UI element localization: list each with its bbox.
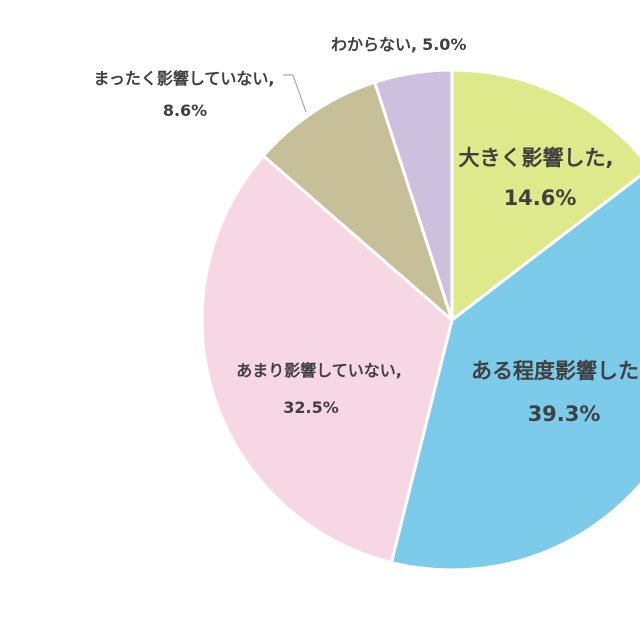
slice-label-not-much-affected: あまり影響していない, (236, 361, 402, 380)
slice-label-greatly-affected: 大きく影響した, (459, 146, 614, 170)
slice-value-not-much-affected: 32.5% (283, 398, 339, 417)
pie-slices (200, 68, 640, 572)
pie-slice-somewhat-affected (389, 174, 640, 572)
pie-slice-not-much-affected (200, 154, 454, 565)
slice-label-somewhat-affected: ある程度影響した (471, 359, 639, 383)
slice-label-not-at-all-affected: まったく影響していない, (94, 69, 275, 88)
pie-slice-not-at-all-affected (261, 80, 454, 322)
slice-label-dont-know: わからない, (331, 35, 417, 54)
pie-slice-greatly-affected (450, 68, 640, 322)
slice-value-greatly-affected: 14.6% (504, 186, 577, 210)
pie-slice-dont-know (373, 68, 454, 322)
leader-line (283, 74, 307, 113)
slice-value-dont-know: 5.0% (422, 35, 466, 54)
slice-value-somewhat-affected: 39.3% (528, 402, 601, 426)
slice-value-not-at-all-affected: 8.6% (163, 101, 207, 120)
slice-label-dont-know-line: わからない, 5.0% (331, 35, 466, 54)
